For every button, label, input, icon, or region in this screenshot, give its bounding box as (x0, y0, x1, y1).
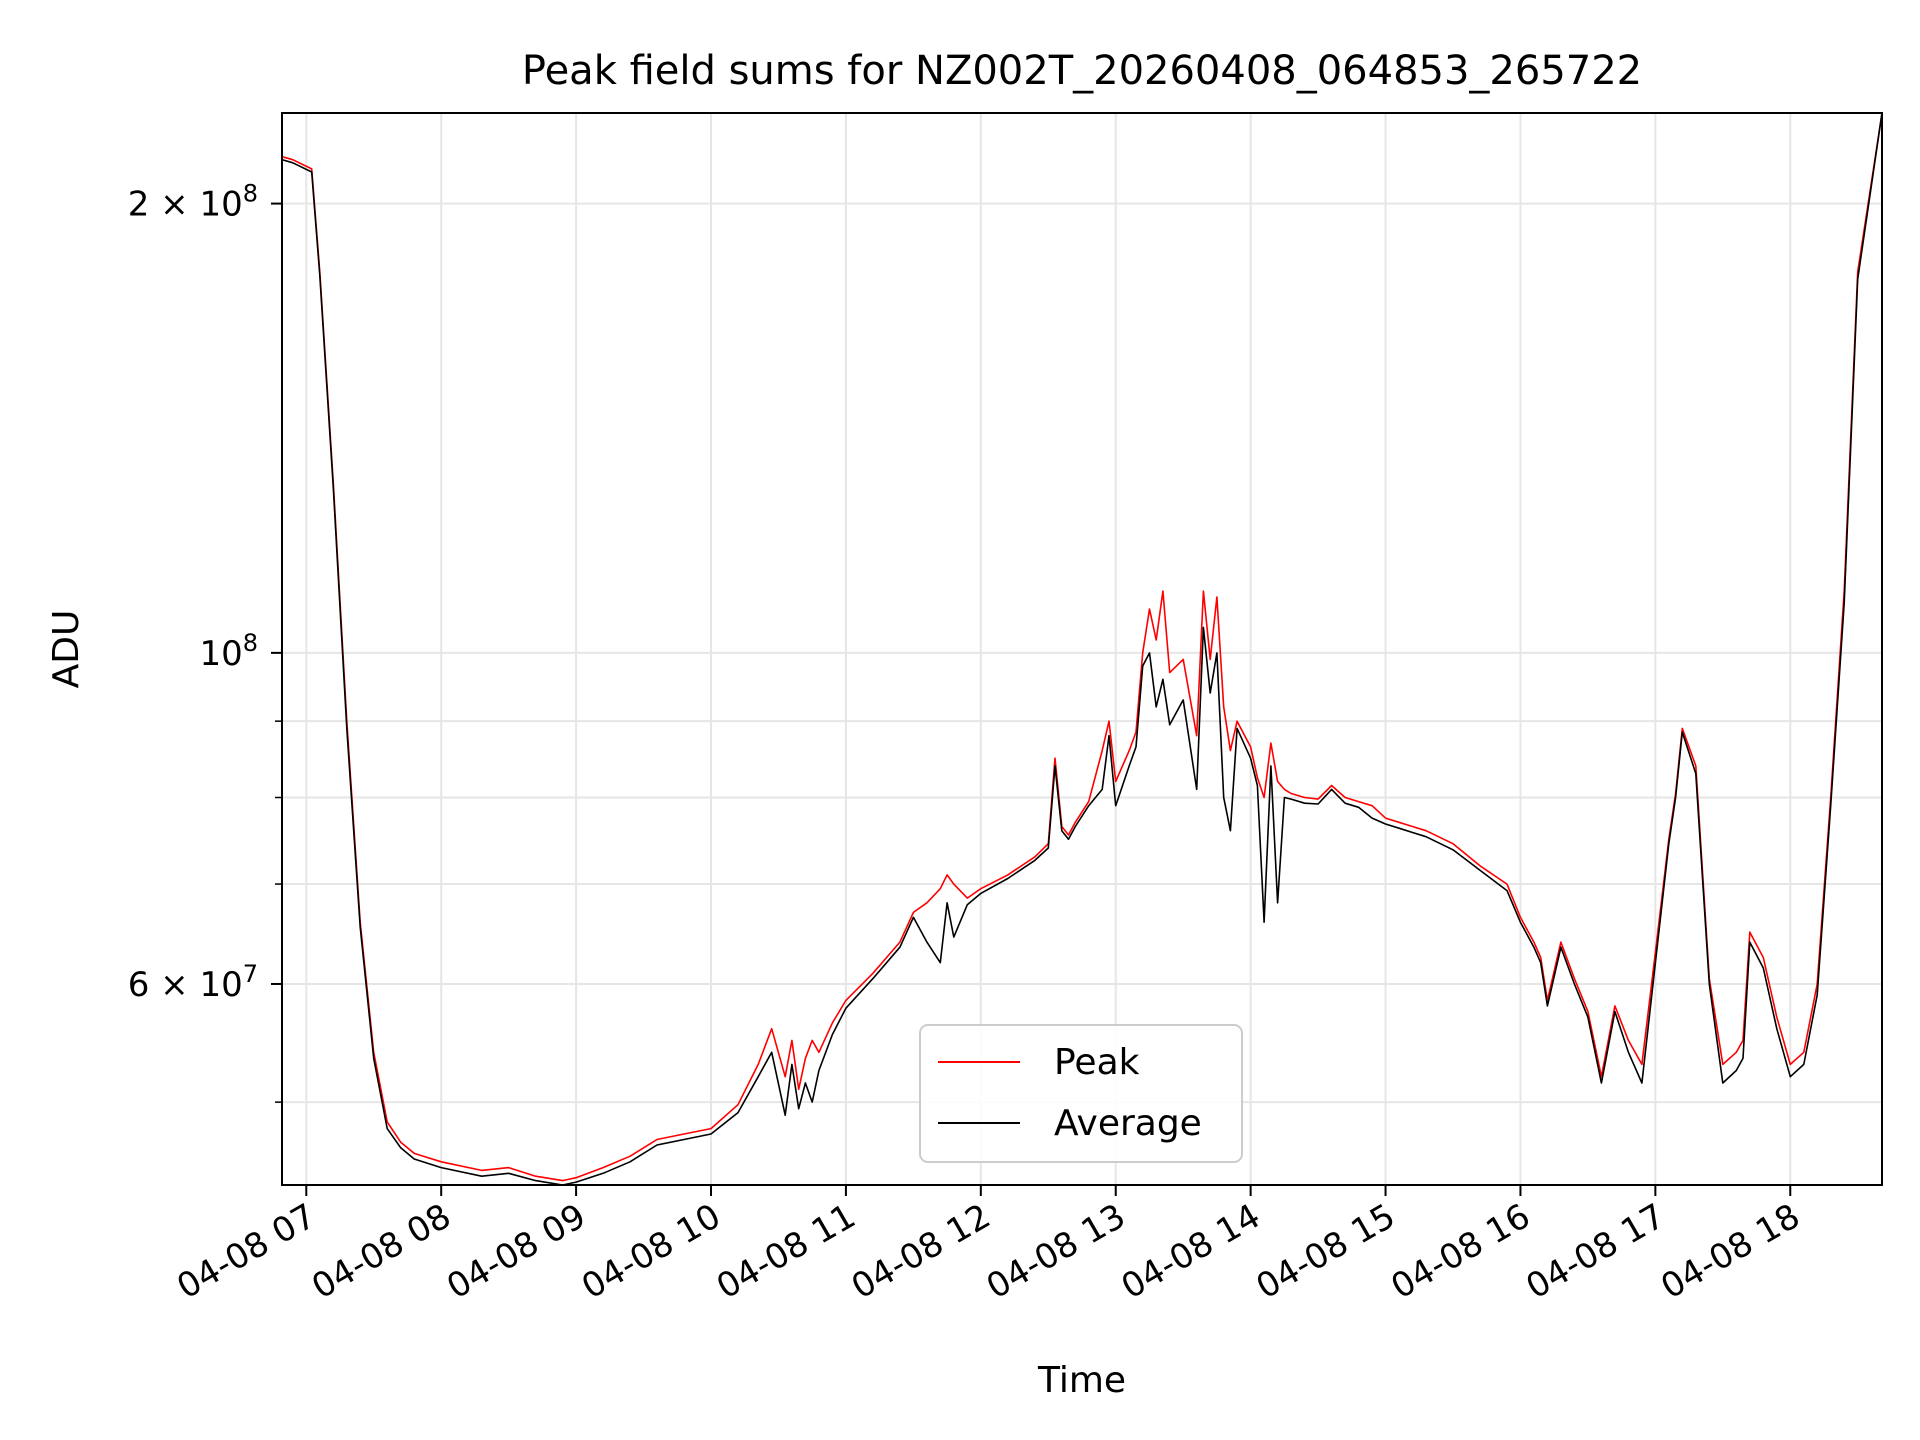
legend-label-average: Average (1054, 1103, 1202, 1144)
y-tick-label: 108 (199, 629, 258, 674)
y-tick-label: 2 × 108 (128, 180, 258, 225)
y-axis-label: ADU (46, 610, 87, 689)
legend-label-peak: Peak (1054, 1042, 1140, 1083)
x-axis-label: Time (1037, 1360, 1126, 1401)
series-line-average (282, 113, 1882, 1185)
series-layer (282, 113, 1882, 1185)
legend: Peak Average (919, 1024, 1243, 1163)
chart-title: Peak field sums for NZ002T_20260408_0648… (522, 48, 1642, 94)
legend-box (919, 1024, 1243, 1163)
series-line-peak (282, 113, 1882, 1182)
plot-frame (281, 112, 1883, 1186)
grid-layer (282, 113, 1882, 1185)
y-tick-label: 6 × 107 (128, 960, 258, 1005)
